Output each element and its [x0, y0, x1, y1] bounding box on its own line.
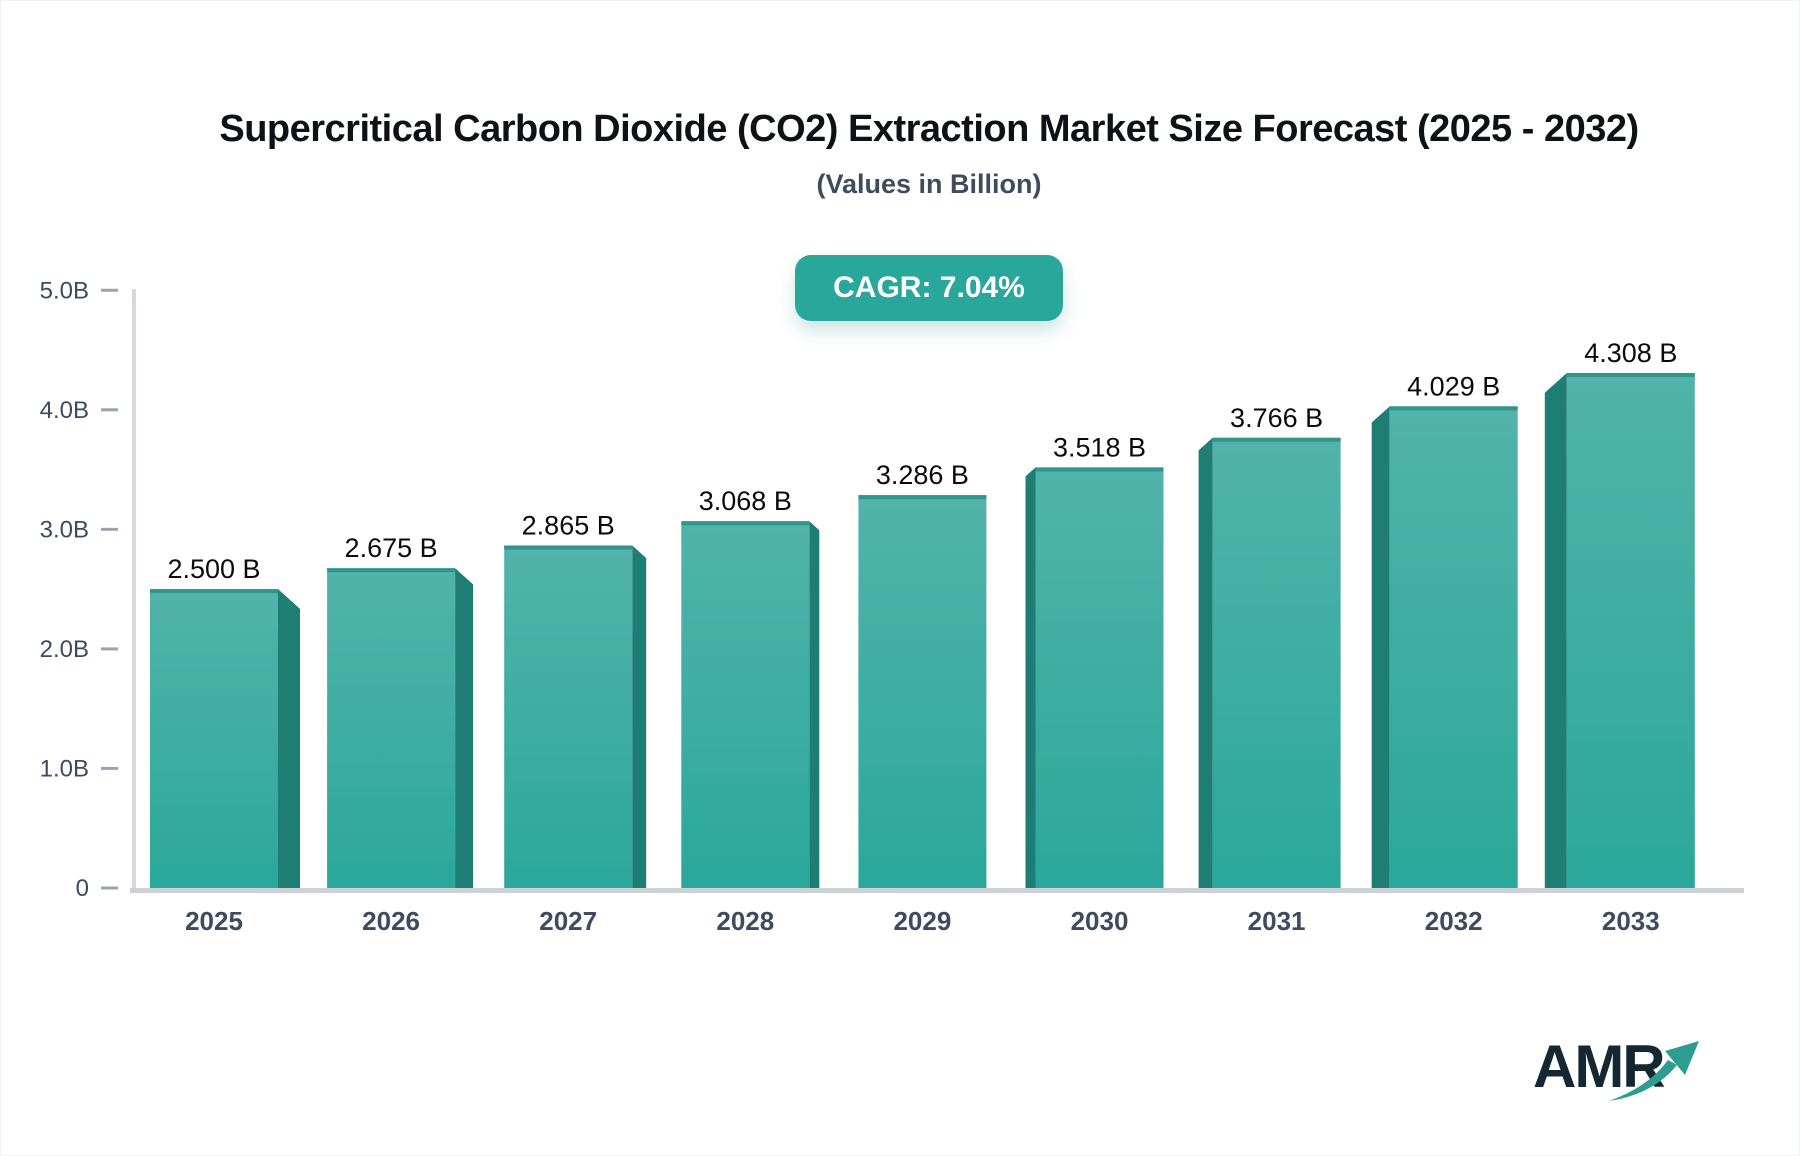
- y-axis-tick: [101, 288, 118, 292]
- y-axis-label: 4.0B: [40, 397, 89, 424]
- y-axis-label: 5.0B: [40, 277, 89, 304]
- bar-value-label: 2.500 B: [167, 554, 260, 584]
- y-axis-tick: [101, 886, 118, 890]
- y-axis-line: [132, 289, 136, 892]
- y-axis-label: 1.0B: [40, 755, 89, 782]
- bar: [681, 521, 810, 888]
- bar-top-edge: [1566, 372, 1695, 377]
- y-axis-tick: [101, 766, 118, 770]
- bar: [858, 495, 987, 888]
- bar-side-3d: [278, 589, 300, 888]
- y-axis-label: 0: [76, 875, 89, 902]
- bar-top-edge: [1389, 406, 1518, 411]
- bar-value-label: 4.029 B: [1407, 371, 1500, 401]
- chart-header: Supercritical Carbon Dioxide (CO2) Extra…: [59, 105, 1799, 321]
- bar-side-3d: [1198, 437, 1213, 888]
- chart-subtitle: (Values in Billion): [816, 169, 1042, 199]
- x-axis-label: 2032: [1425, 906, 1483, 936]
- bar-side-3d: [809, 521, 820, 888]
- bar-top-edge: [858, 495, 987, 500]
- bar: [150, 589, 278, 888]
- growth-arrow-icon: [1609, 1041, 1699, 1101]
- bar: [504, 545, 633, 888]
- x-axis-label: 2029: [893, 906, 951, 936]
- bar-top-edge: [504, 545, 633, 550]
- cagr-badge: CAGR: 7.04%: [795, 255, 1063, 321]
- x-axis-label: 2033: [1602, 906, 1660, 936]
- x-axis-label: 2030: [1071, 906, 1129, 936]
- bar-top-edge: [681, 521, 810, 526]
- x-axis-line: [130, 888, 1744, 893]
- bar-value-label: 4.308 B: [1584, 338, 1677, 368]
- bar-side-3d: [1544, 372, 1567, 888]
- bar-value-label: 3.286 B: [876, 460, 969, 490]
- bar: [1212, 437, 1341, 888]
- x-axis-label: 2026: [362, 906, 420, 936]
- x-axis-label: 2028: [716, 906, 774, 936]
- bar-side-3d: [455, 568, 474, 888]
- bar: [327, 568, 456, 888]
- bar-top-edge: [150, 589, 278, 594]
- bar: [1566, 372, 1695, 888]
- amr-logo: AMR: [1533, 1035, 1723, 1115]
- bar-top-edge: [327, 568, 456, 573]
- y-axis-tick: [101, 527, 118, 531]
- bar-value-label: 3.518 B: [1053, 432, 1146, 462]
- bar-top-edge: [1035, 467, 1164, 472]
- bar: [1389, 406, 1518, 888]
- bar-value-label: 3.766 B: [1230, 403, 1323, 433]
- bar-value-label: 2.675 B: [345, 533, 438, 563]
- page-title: Supercritical Carbon Dioxide (CO2) Extra…: [219, 108, 1639, 150]
- bar-value-label: 3.068 B: [699, 486, 792, 516]
- y-axis-tick: [101, 647, 118, 651]
- x-axis-label: 2027: [539, 906, 597, 936]
- y-axis-tick: [101, 408, 118, 412]
- bar-top-edge: [1212, 437, 1341, 442]
- bar-side-3d: [1371, 406, 1390, 888]
- y-axis-label: 2.0B: [40, 636, 89, 663]
- bar-side-3d: [1025, 467, 1036, 888]
- x-axis-label: 2031: [1248, 906, 1306, 936]
- bar-value-label: 2.865 B: [522, 510, 615, 540]
- bar: [1035, 467, 1164, 888]
- x-axis-label: 2025: [185, 906, 243, 936]
- bar-side-3d: [632, 545, 647, 888]
- y-axis-label: 3.0B: [40, 516, 89, 543]
